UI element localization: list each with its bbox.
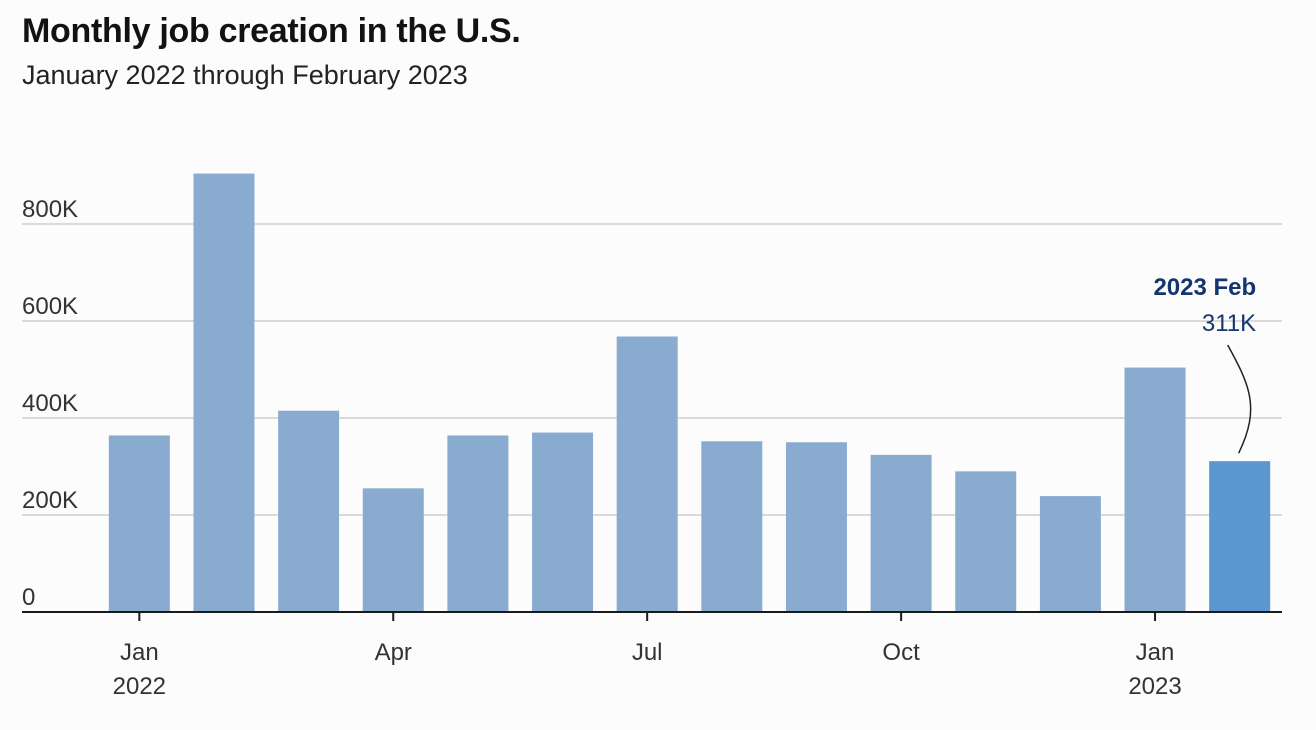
bar	[1209, 461, 1271, 612]
y-tick-label: 800K	[22, 196, 78, 223]
y-tick-label: 400K	[22, 390, 78, 417]
x-tick-year-label: 2023	[1128, 673, 1181, 700]
x-axis-ticks: Jan 2022 Apr Jul Oct Jan 2023	[113, 612, 1182, 700]
y-axis-ticks: 0 200K 400K 600K 800K	[22, 196, 78, 611]
bar	[278, 410, 340, 612]
bar	[193, 173, 255, 612]
annotation-value: 311K	[1202, 310, 1256, 337]
bar	[108, 435, 170, 612]
x-tick-label: Apr	[375, 639, 412, 666]
y-tick-label: 600K	[22, 293, 78, 320]
bar	[532, 432, 594, 612]
x-tick-label: Jan	[1136, 639, 1175, 666]
bar	[701, 441, 763, 612]
bars	[108, 173, 1271, 612]
annotation-label: 2023 Feb	[1153, 274, 1256, 301]
annotation: 2023 Feb 311K	[1153, 274, 1256, 454]
bar	[1124, 367, 1186, 612]
bar	[955, 471, 1017, 612]
chart-title: Monthly job creation in the U.S.	[22, 12, 521, 50]
x-tick-label: Jul	[632, 639, 663, 666]
bar	[1039, 496, 1101, 612]
x-tick-year-label: 2022	[113, 673, 166, 700]
annotation-connector	[1227, 344, 1252, 454]
y-tick-label: 0	[22, 584, 35, 611]
chart-subtitle: January 2022 through February 2023	[22, 60, 468, 90]
bar	[362, 488, 424, 612]
x-tick-label: Oct	[882, 639, 920, 666]
bar	[785, 442, 847, 612]
bar	[870, 454, 932, 612]
y-tick-label: 200K	[22, 487, 78, 514]
bar	[616, 336, 678, 612]
x-tick-label: Jan	[120, 639, 159, 666]
bar	[447, 435, 509, 612]
